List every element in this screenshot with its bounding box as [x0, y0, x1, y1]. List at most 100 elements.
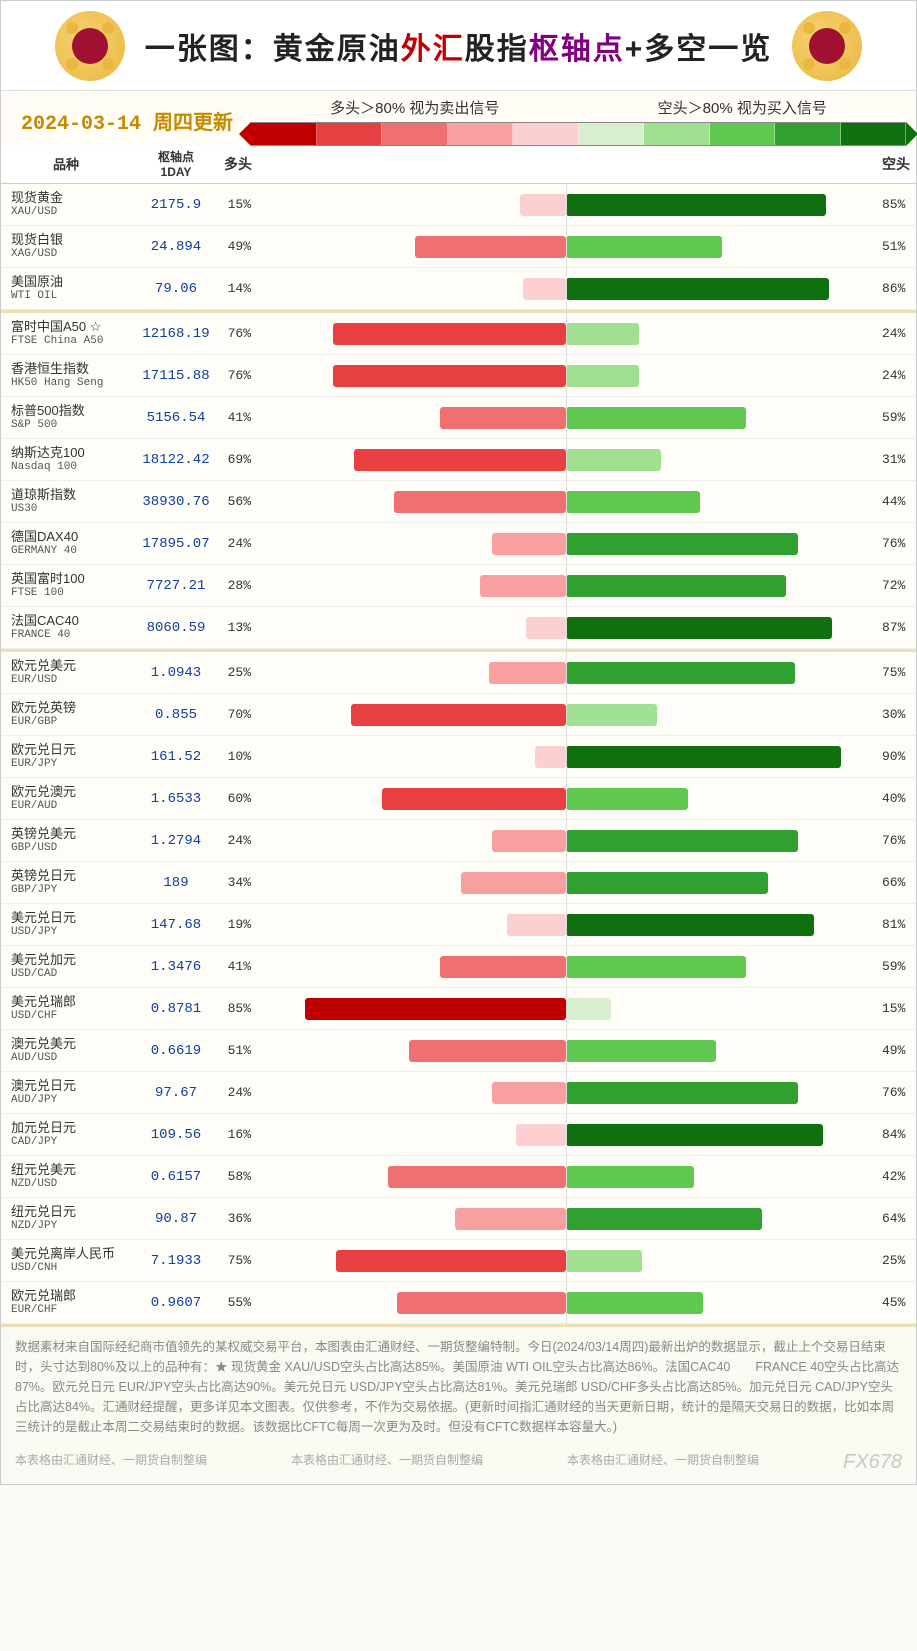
name-cn: 澳元兑美元 — [11, 1036, 131, 1052]
bar-cell — [259, 407, 872, 429]
name-en: WTI OIL — [11, 290, 131, 303]
name-cell: 富时中国A50 ☆FTSE China A50 — [1, 319, 131, 348]
long-pct: 69% — [221, 452, 255, 467]
name-en: EUR/USD — [11, 674, 131, 687]
scale-swatch — [775, 123, 841, 145]
bar-cell — [259, 872, 872, 894]
pivot-value: 0.9607 — [131, 1295, 221, 1311]
bar-cell — [259, 704, 872, 726]
bar-short — [566, 872, 768, 894]
row-group: 欧元兑美元EUR/USD1.094325%75%欧元兑英镑EUR/GBP0.85… — [1, 652, 916, 1327]
short-pct: 15% — [876, 1001, 916, 1016]
name-cell: 欧元兑澳元EUR/AUD — [1, 784, 131, 813]
data-row: 美元兑离岸人民币USD/CNH7.193375%25% — [1, 1240, 916, 1282]
pivot-value: 2175.9 — [131, 197, 221, 213]
column-header: 品种 枢轴点1DAY 多头 空头 — [1, 146, 916, 184]
bar-cell — [259, 278, 872, 300]
long-pct: 70% — [221, 707, 255, 722]
bar-long — [461, 872, 565, 894]
color-scale — [251, 122, 906, 146]
bar-cell — [259, 788, 872, 810]
bar-short — [566, 491, 701, 513]
name-cn: 美元兑瑞郎 — [11, 994, 131, 1010]
bar-short — [566, 617, 833, 639]
data-row: 澳元兑美元AUD/USD0.661951%49% — [1, 1030, 916, 1072]
bar-long — [516, 1124, 565, 1146]
short-pct: 87% — [876, 620, 916, 635]
scale-swatch — [251, 123, 317, 145]
bar-short — [566, 1250, 643, 1272]
pivot-value: 0.8781 — [131, 1001, 221, 1017]
scale-swatch — [513, 123, 579, 145]
bar-cell — [259, 617, 872, 639]
long-pct: 85% — [221, 1001, 255, 1016]
short-pct: 76% — [876, 1085, 916, 1100]
pivot-value: 90.87 — [131, 1211, 221, 1227]
data-row: 现货白银XAG/USD24.89449%51% — [1, 226, 916, 268]
short-pct: 75% — [876, 665, 916, 680]
hdr-name: 品种 — [1, 154, 131, 173]
scale-swatch — [579, 123, 645, 145]
row-group: 现货黄金XAU/USD2175.915%85%现货白银XAG/USD24.894… — [1, 184, 916, 313]
bar-short — [566, 788, 689, 810]
bar-short — [566, 575, 787, 597]
name-en: XAU/USD — [11, 206, 131, 219]
short-pct: 86% — [876, 281, 916, 296]
bar-cell — [259, 830, 872, 852]
buy-signal-label: 空头＞80% 视为买入信号 — [658, 97, 827, 118]
name-cn: 道琼斯指数 — [11, 487, 131, 503]
bar-short — [566, 1082, 799, 1104]
name-cn: 纽元兑美元 — [11, 1162, 131, 1178]
pivot-value: 7727.21 — [131, 578, 221, 594]
name-cell: 美元兑瑞郎USD/CHF — [1, 994, 131, 1023]
header: 一张图：黄金原油外汇股指枢轴点+多空一览 — [1, 1, 916, 91]
bar-long — [394, 491, 566, 513]
short-pct: 25% — [876, 1253, 916, 1268]
name-en: EUR/JPY — [11, 758, 131, 771]
name-cell: 纽元兑美元NZD/USD — [1, 1162, 131, 1191]
long-pct: 55% — [221, 1295, 255, 1310]
bar-short — [566, 194, 827, 216]
bar-short — [566, 323, 640, 345]
name-cell: 美元兑加元USD/CAD — [1, 952, 131, 981]
legend-right: 多头＞80% 视为卖出信号 空头＞80% 视为买入信号 — [251, 97, 906, 146]
long-pct: 14% — [221, 281, 255, 296]
name-cn: 美元兑日元 — [11, 910, 131, 926]
bar-long — [305, 998, 566, 1020]
bar-short — [566, 1166, 695, 1188]
name-en: CAD/JPY — [11, 1136, 131, 1149]
name-cn: 德国DAX40 — [11, 529, 131, 545]
name-cn: 香港恒生指数 — [11, 361, 131, 377]
hdr-pivot: 枢轴点1DAY — [131, 148, 221, 179]
name-cn: 纳斯达克100 — [11, 445, 131, 461]
name-en: US30 — [11, 503, 131, 516]
long-pct: 58% — [221, 1169, 255, 1184]
long-pct: 51% — [221, 1043, 255, 1058]
short-pct: 90% — [876, 749, 916, 764]
short-pct: 72% — [876, 578, 916, 593]
data-row: 英镑兑日元GBP/JPY18934%66% — [1, 862, 916, 904]
long-pct: 19% — [221, 917, 255, 932]
pivot-value: 8060.59 — [131, 620, 221, 636]
bar-cell — [259, 998, 872, 1020]
short-pct: 44% — [876, 494, 916, 509]
bar-long — [489, 662, 566, 684]
name-en: S&P 500 — [11, 419, 131, 432]
long-pct: 34% — [221, 875, 255, 890]
name-en: Nasdaq 100 — [11, 461, 131, 474]
pivot-value: 12168.19 — [131, 326, 221, 342]
name-en: GBP/USD — [11, 842, 131, 855]
name-cell: 美元兑离岸人民币USD/CNH — [1, 1246, 131, 1275]
hdr-short: 空头 — [876, 154, 916, 174]
long-pct: 49% — [221, 239, 255, 254]
bar-cell — [259, 575, 872, 597]
name-en: USD/CAD — [11, 968, 131, 981]
bar-cell — [259, 365, 872, 387]
data-row: 欧元兑瑞郎EUR/CHF0.960755%45% — [1, 1282, 916, 1324]
bar-short — [566, 956, 747, 978]
row-group: 富时中国A50 ☆FTSE China A5012168.1976%24%香港恒… — [1, 313, 916, 652]
long-pct: 41% — [221, 959, 255, 974]
bar-cell — [259, 914, 872, 936]
data-row: 道琼斯指数US3038930.7656%44% — [1, 481, 916, 523]
bar-short — [566, 1208, 762, 1230]
